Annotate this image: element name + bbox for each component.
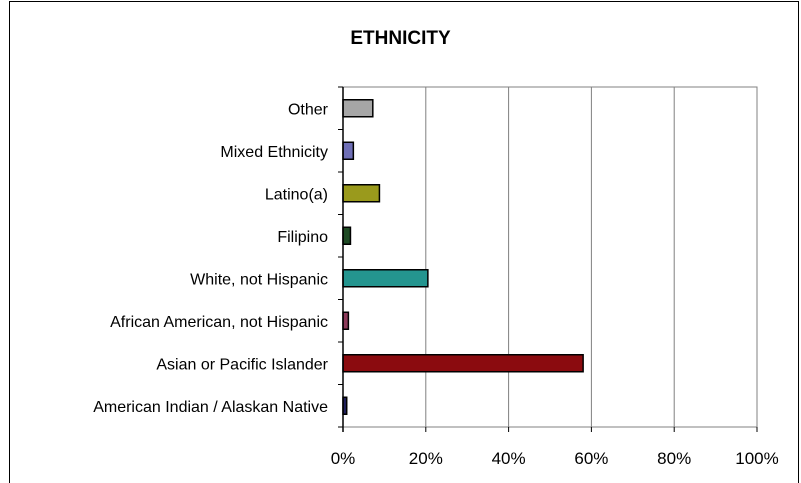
x-tick-label: 40% bbox=[492, 449, 526, 468]
bar bbox=[342, 311, 350, 330]
bar bbox=[342, 184, 381, 203]
x-tick-label: 80% bbox=[657, 449, 691, 468]
bars bbox=[342, 99, 584, 415]
y-axis-labels: Other Mixed Ethnicity Latino(a) Filipino Whi… bbox=[93, 101, 328, 416]
y-category-label: Latino(a) bbox=[265, 186, 328, 203]
y-category-label: American Indian / Alaskan Native bbox=[93, 399, 328, 416]
y-category-label: Asian or Pacific Islander bbox=[156, 356, 328, 373]
chart-border-right bbox=[798, 1, 799, 483]
bar bbox=[342, 269, 429, 288]
bar bbox=[342, 354, 584, 373]
y-category-label: Mixed Ethnicity bbox=[220, 144, 328, 161]
y-category-label: White, not Hispanic bbox=[190, 271, 328, 288]
gridlines bbox=[425, 87, 675, 427]
plot-area bbox=[342, 86, 758, 428]
x-axis-labels: 0% 20% 40% 60% 80% 100% bbox=[331, 449, 779, 468]
chart-border-left bbox=[9, 1, 10, 483]
bar bbox=[342, 99, 374, 118]
x-tick-label: 100% bbox=[735, 449, 778, 468]
chart-title: ETHNICITY bbox=[350, 28, 451, 49]
bar bbox=[342, 226, 352, 245]
y-category-label: African American, not Hispanic bbox=[110, 314, 328, 331]
x-tick-label: 20% bbox=[409, 449, 443, 468]
y-category-label: Other bbox=[288, 101, 329, 118]
bar bbox=[342, 141, 355, 160]
x-tick-label: 60% bbox=[574, 449, 608, 468]
y-axis bbox=[338, 86, 758, 432]
y-category-label: Filipino bbox=[277, 229, 328, 246]
x-tick-label: 0% bbox=[331, 449, 356, 468]
chart-border-top bbox=[9, 1, 799, 2]
